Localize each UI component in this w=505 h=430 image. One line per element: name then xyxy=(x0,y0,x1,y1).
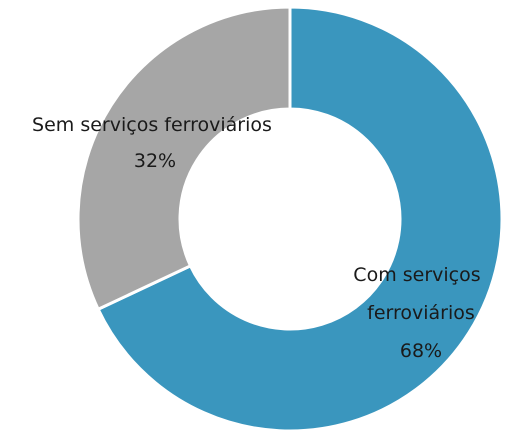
slice-value-label: 68% xyxy=(400,340,442,362)
labels-layer: Com serviços ferroviários 68% Sem serviç… xyxy=(32,114,486,362)
slice-value-label: 32% xyxy=(134,150,176,172)
slice-label-line-2: ferroviários xyxy=(367,302,475,324)
slices-layer xyxy=(76,5,504,430)
slice-label-com-servicos: Com serviços ferroviários 68% xyxy=(353,264,486,362)
slice-label-line-1: Com serviços xyxy=(353,264,480,286)
slice-com-servicos xyxy=(96,5,504,430)
slice-sem-servicos xyxy=(76,5,292,312)
slice-label-sem-servicos: Sem serviços ferroviários 32% xyxy=(32,114,278,172)
slice-label-line-1: Sem serviços ferroviários xyxy=(32,114,272,136)
